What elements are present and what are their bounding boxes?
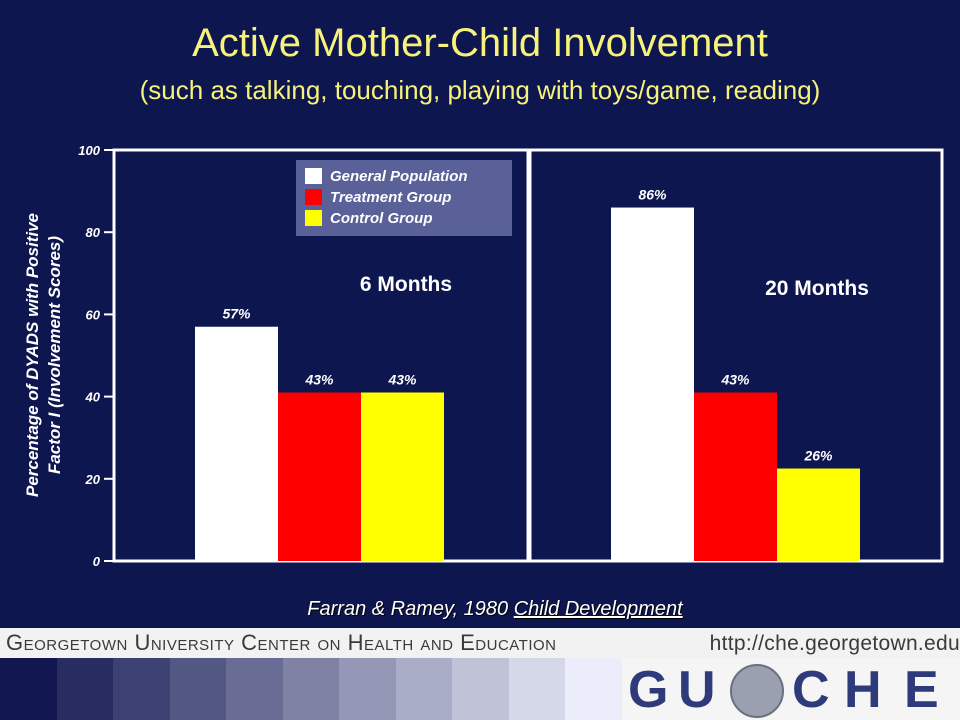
data-label: 86%	[638, 187, 667, 203]
strip-cell	[395, 658, 454, 720]
strip-cell	[113, 658, 171, 720]
legend-label: General Population	[330, 168, 468, 185]
y-tick-label: 20	[85, 472, 101, 487]
legend-swatch	[305, 210, 322, 226]
bar	[611, 207, 694, 562]
strip-cell	[226, 658, 284, 720]
y-tick-label: 40	[85, 390, 101, 405]
legend-label: Control Group	[330, 210, 432, 227]
category-label: 6 Months	[360, 273, 452, 296]
slide-title: Active Mother-Child Involvement	[192, 21, 768, 65]
strip-cell	[565, 658, 623, 720]
university-seal-icon	[730, 664, 784, 718]
legend-swatch	[305, 168, 322, 184]
citation: Farran & Ramey, 1980 Child Development	[0, 598, 960, 621]
footer-band: Georgetown University Center on Health a…	[0, 628, 960, 658]
data-label: 57%	[222, 306, 251, 322]
bar	[361, 392, 444, 561]
y-axis-label: Percentage of DYADS with Positive Factor …	[23, 213, 64, 497]
y-tick-label: 100	[78, 143, 100, 158]
logo-letter-e: E	[904, 661, 939, 719]
citation-journal: Child Development	[513, 598, 683, 620]
strip-cell	[452, 658, 510, 720]
logo-letter-g: G	[628, 661, 669, 719]
guche-logo: G U C H E	[622, 658, 960, 720]
bar-chart: 0 20 40 60 80 100 Percentage of DYADS with Pos…	[23, 143, 944, 569]
strip-cell	[339, 658, 397, 720]
bar	[777, 468, 860, 561]
data-label: 26%	[803, 448, 833, 464]
logo-letter-u: U	[678, 661, 716, 719]
bar	[694, 392, 777, 561]
legend-box	[296, 160, 512, 236]
slide-subtitle: (such as talking, touching, playing with…	[139, 75, 821, 105]
gradient-strip	[0, 658, 960, 720]
logo-letter-c: C	[792, 661, 830, 719]
footer-url: http://che.georgetown.edu	[709, 632, 960, 655]
strip-cell	[282, 658, 341, 720]
data-label: 43%	[387, 371, 417, 387]
strip-cell	[0, 658, 58, 720]
footer-organization: Georgetown University Center on Health a…	[6, 630, 557, 655]
logo-letter-h: H	[844, 661, 882, 719]
citation-authors: Farran & Ramey, 1980	[307, 598, 509, 620]
bar	[278, 392, 361, 561]
legend-swatch	[305, 189, 322, 205]
data-label: 43%	[720, 371, 750, 387]
y-tick-label: 80	[86, 225, 101, 240]
y-tick-label: 0	[93, 554, 101, 569]
strip-cell	[169, 658, 228, 720]
bar	[195, 326, 278, 561]
strip-cell	[508, 658, 567, 720]
y-tick-label: 60	[86, 307, 101, 322]
category-label: 20 Months	[765, 277, 869, 300]
strip-cell	[56, 658, 115, 720]
legend-label: Treatment Group	[330, 189, 451, 206]
data-label: 43%	[304, 371, 334, 387]
